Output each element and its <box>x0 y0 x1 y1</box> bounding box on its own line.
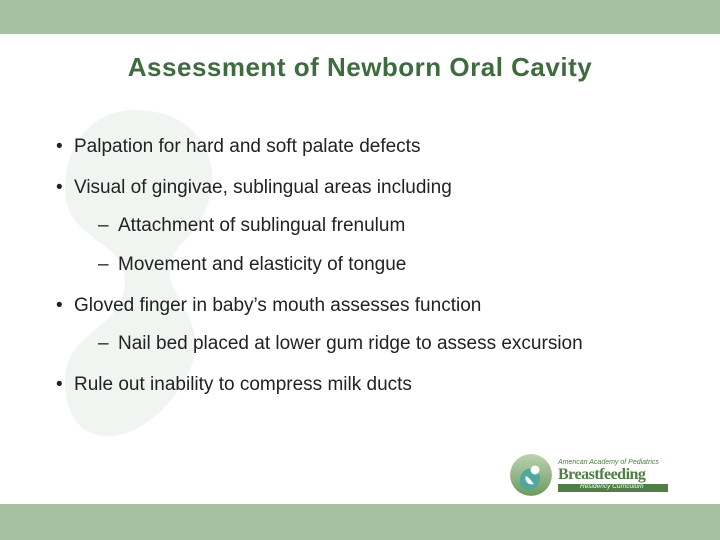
breastfeeding-logo-icon <box>510 454 552 496</box>
slide-title: Assessment of Newborn Oral Cavity <box>0 52 720 83</box>
bullet-text: Palpation for hard and soft palate defec… <box>74 136 420 157</box>
sub-bullet-text: Attachment of sublingual frenulum <box>118 215 405 236</box>
sub-bullet-list: Attachment of sublingual frenulum Moveme… <box>74 214 660 277</box>
footer-logo: American Academy of Pediatrics Breastfee… <box>510 452 680 498</box>
bullet-item: Palpation for hard and soft palate defec… <box>52 135 660 160</box>
logo-text: American Academy of Pediatrics Breastfee… <box>558 459 668 492</box>
bottom-band <box>0 504 720 540</box>
logo-underline: Residency Curriculum <box>558 484 668 492</box>
sub-bullet-item: Nail bed placed at lower gum ridge to as… <box>92 332 660 357</box>
sub-bullet-item: Movement and elasticity of tongue <box>92 253 660 278</box>
bullet-text: Visual of gingivae, sublingual areas inc… <box>74 177 452 198</box>
logo-main-text: Breastfeeding <box>558 467 668 483</box>
top-band <box>0 0 720 34</box>
bullet-list: Palpation for hard and soft palate defec… <box>52 135 660 398</box>
bullet-item: Rule out inability to compress milk duct… <box>52 373 660 398</box>
slide-body: Palpation for hard and soft palate defec… <box>52 135 660 414</box>
sub-bullet-text: Movement and elasticity of tongue <box>118 254 406 275</box>
sub-bullet-list: Nail bed placed at lower gum ridge to as… <box>74 332 660 357</box>
bullet-item: Gloved finger in baby’s mouth assesses f… <box>52 294 660 357</box>
sub-bullet-item: Attachment of sublingual frenulum <box>92 214 660 239</box>
logo-overline: American Academy of Pediatrics <box>558 459 668 466</box>
bullet-text: Gloved finger in baby’s mouth assesses f… <box>74 295 481 316</box>
sub-bullet-text: Nail bed placed at lower gum ridge to as… <box>118 333 583 354</box>
bullet-text: Rule out inability to compress milk duct… <box>74 374 412 395</box>
bullet-item: Visual of gingivae, sublingual areas inc… <box>52 176 660 278</box>
